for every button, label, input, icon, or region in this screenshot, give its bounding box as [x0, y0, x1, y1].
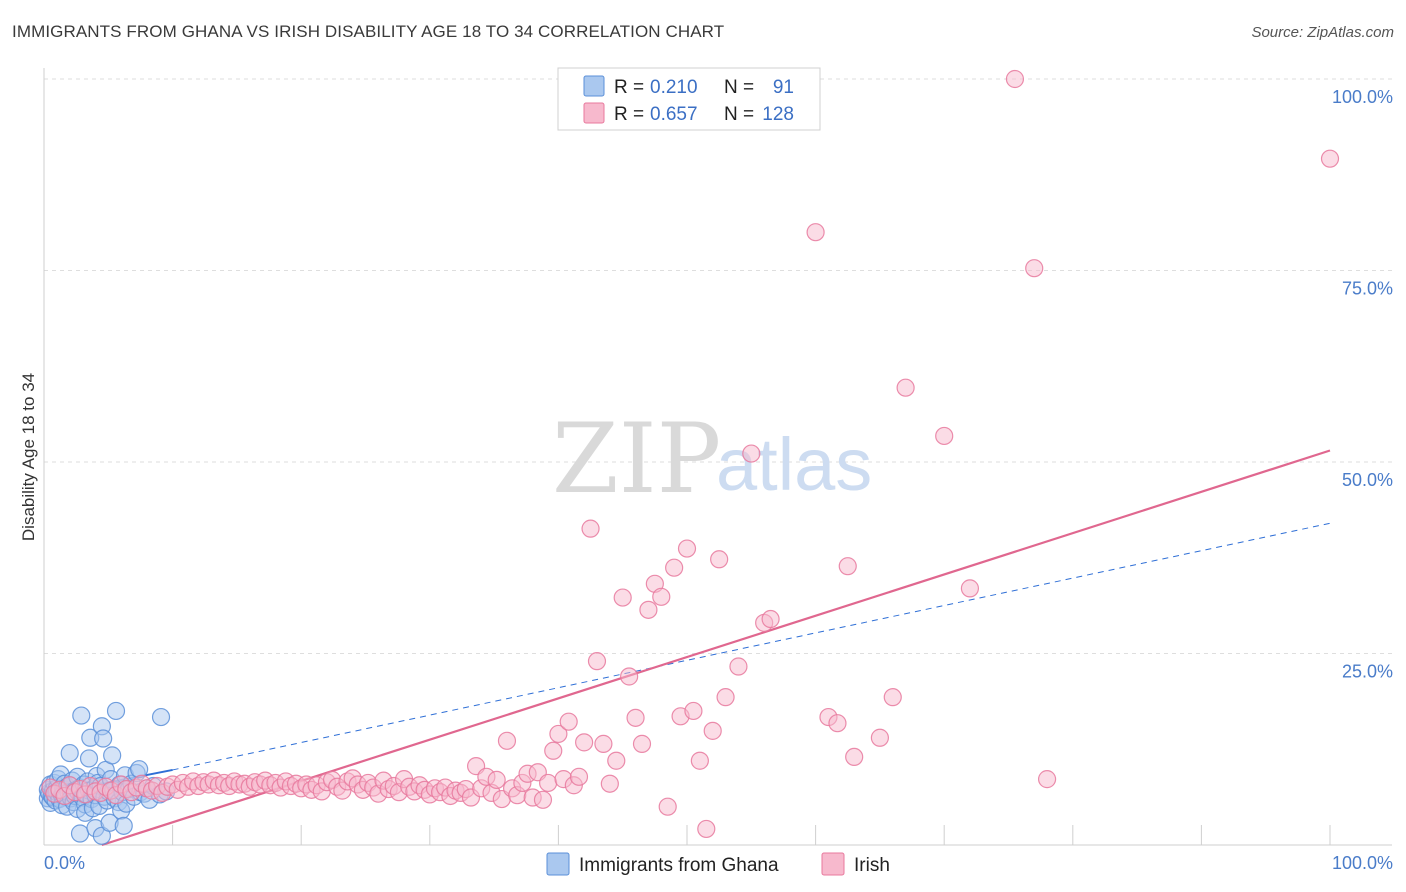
point-irish-117 [658, 797, 677, 816]
legend-n-label-ghana: N = [724, 77, 754, 98]
y-tick-label-0: 100.0% [1332, 87, 1393, 107]
point-irish-123 [697, 819, 716, 839]
watermark: ZIP atlas [552, 403, 872, 515]
point-irish-113 [632, 734, 652, 753]
point-irish-124 [703, 721, 722, 740]
series-legend: Immigrants from Ghana Irish [546, 852, 890, 876]
point-irish-135 [845, 747, 864, 767]
series-legend-swatch-irish [821, 852, 845, 876]
point-irish-144 [1320, 149, 1340, 168]
point-irish-108 [600, 774, 619, 793]
point-ghana-90 [151, 707, 171, 727]
chart-source: Source: ZipAtlas.com [1251, 24, 1394, 41]
y-tick-label-1: 75.0% [1342, 279, 1393, 299]
point-irish-125 [710, 550, 729, 569]
point-irish-137 [883, 688, 902, 707]
watermark-atlas: atlas [716, 423, 872, 506]
axes [43, 68, 1392, 846]
point-irish-138 [896, 378, 915, 397]
point-irish-99 [549, 724, 568, 744]
point-irish-131 [806, 223, 825, 242]
legend-n-label-irish: N = [724, 104, 754, 125]
point-irish-110 [613, 588, 632, 607]
point-ghana-26 [60, 743, 79, 763]
point-irish-140 [960, 579, 980, 598]
point-irish-114 [639, 600, 658, 619]
point-irish-111 [620, 667, 639, 686]
point-irish-101 [559, 712, 578, 731]
legend-swatch-ghana [583, 75, 605, 97]
watermark-zip: ZIP [552, 403, 721, 515]
y-tick-label-3: 25.0% [1342, 662, 1393, 682]
point-irish-112 [626, 708, 645, 727]
point-ghana-39 [72, 706, 91, 725]
point-irish-143 [1037, 770, 1057, 789]
point-irish-134 [838, 557, 857, 576]
point-irish-130 [761, 609, 780, 629]
chart-title: IMMIGRANTS FROM GHANA VS IRISH DISABILIT… [12, 22, 725, 41]
point-irish-118 [665, 558, 684, 577]
legend-r-label-irish: R = [614, 104, 644, 125]
point-ghana-67 [103, 746, 122, 765]
point-irish-109 [607, 751, 626, 770]
point-irish-127 [729, 657, 748, 676]
point-ghana-70 [106, 701, 126, 721]
point-irish-96 [533, 790, 553, 809]
point-irish-106 [587, 652, 607, 671]
y-axis-title: Disability Age 18 to 34 [19, 373, 38, 541]
tick-labels: 100.0% 75.0% 50.0% 25.0% 0.0% 100.0% [44, 87, 1393, 873]
point-irish-128 [742, 444, 761, 463]
point-irish-139 [935, 426, 954, 446]
point-ghana-75 [114, 816, 133, 835]
x-tick-label-max: 100.0% [1332, 853, 1393, 873]
series-legend-swatch-ghana [546, 852, 570, 876]
point-irish-121 [684, 701, 703, 721]
legend-swatch-irish [583, 102, 605, 124]
point-irish-122 [690, 751, 709, 770]
point-irish-89 [497, 731, 517, 750]
point-ghana-47 [79, 749, 99, 768]
y-tick-label-2: 50.0% [1342, 470, 1393, 490]
legend-r-value-ghana: 0.210 [650, 77, 698, 98]
point-irish-107 [594, 734, 613, 753]
point-irish-136 [870, 728, 890, 747]
point-irish-126 [716, 688, 735, 707]
series-legend-label-ghana: Immigrants from Ghana [579, 855, 779, 876]
point-irish-142 [1025, 259, 1044, 278]
trend-line-ghana-extension [172, 522, 1331, 771]
point-irish-103 [569, 767, 589, 786]
x-tick-label-min: 0.0% [44, 853, 85, 873]
point-irish-98 [544, 741, 563, 760]
point-irish-116 [652, 587, 671, 606]
point-irish-87 [487, 770, 506, 789]
legend-n-value-irish: 128 [762, 104, 794, 125]
legend-r-value-irish: 0.657 [650, 104, 698, 125]
point-ghana-60 [94, 729, 113, 748]
point-irish-104 [575, 733, 594, 752]
point-irish-105 [581, 519, 600, 538]
point-irish-133 [828, 714, 847, 733]
point-irish-141 [1005, 69, 1025, 89]
legend-n-value-ghana: 91 [773, 77, 794, 98]
legend-r-label-ghana: R = [614, 77, 644, 98]
point-ghana-38 [70, 824, 90, 843]
data-points [38, 69, 1340, 845]
point-irish-97 [539, 773, 558, 793]
series-legend-label-irish: Irish [854, 855, 890, 876]
point-irish-120 [677, 539, 697, 558]
correlation-legend: R = 0.210 N = 91 R = 0.657 N = 128 [557, 67, 821, 131]
